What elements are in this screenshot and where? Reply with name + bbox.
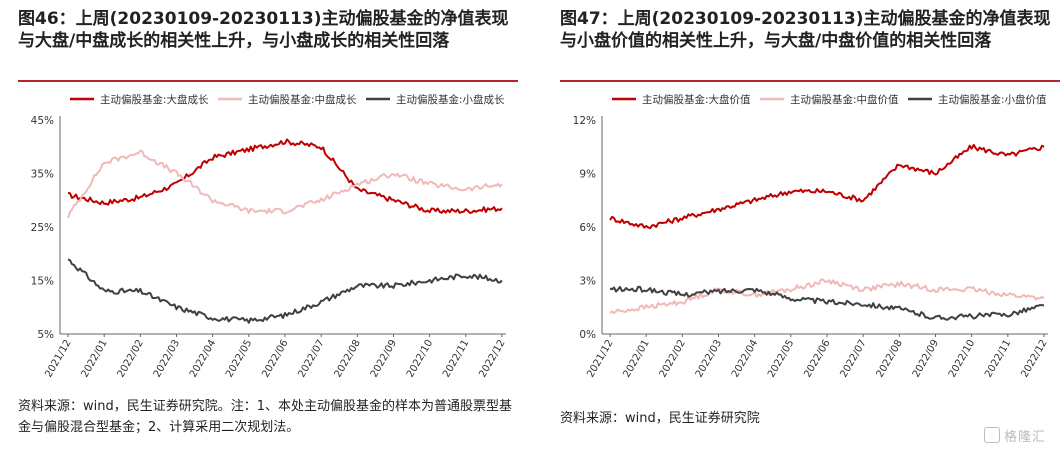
series-line [67, 149, 503, 219]
legend: 主动偏股基金:大盘价值 主动偏股基金:中盘价值 主动偏股基金:小盘价值 [612, 93, 1047, 106]
source-note-left: 资料来源：wind，民生证券研究院。注：1、本处主动偏股基金的样本为普通股票型基… [18, 399, 513, 435]
y-tick-label: 12% [573, 115, 596, 127]
chart-title-right: 图47：上周(20230109-20230113)主动偏股基金的净值表现与小盘价… [560, 9, 1051, 51]
y-tick-label: 9% [579, 169, 596, 181]
x-tick-label: 2022/06 [802, 338, 832, 379]
y-tick-label: 5% [37, 329, 54, 341]
legend-label: 主动偏股基金:大盘成长 [100, 93, 209, 106]
watermark: 格隆汇 [983, 426, 1046, 445]
panel-left: 图46：上周(20230109-20230113)主动偏股基金的净值表现与大盘/… [10, 0, 520, 459]
watermark-logo-icon [983, 427, 1000, 443]
x-tick-label: 2022/04 [730, 338, 760, 379]
x-tick-label: 2022/03 [152, 338, 182, 379]
series-line [609, 143, 1045, 230]
x-tick-label: 2022/09 [911, 338, 941, 379]
line-chart-left: 主动偏股基金:大盘成长 主动偏股基金:中盘成长 主动偏股基金:小盘成长 5% 15% 25… [31, 93, 508, 379]
x-tick-label: 2022/11 [441, 338, 471, 379]
legend-label: 主动偏股基金:中盘成长 [248, 93, 357, 106]
x-tick-label: 2022/11 [983, 338, 1013, 379]
chart-title-left: 图46：上周(20230109-20230113)主动偏股基金的净值表现与大盘/… [18, 9, 509, 51]
x-tick-label: 2022/12 [477, 338, 507, 379]
y-tick-label: 35% [31, 169, 54, 181]
legend: 主动偏股基金:大盘成长 主动偏股基金:中盘成长 主动偏股基金:小盘成长 [70, 93, 505, 106]
x-tick-label: 2022/02 [658, 338, 688, 379]
title-divider [18, 80, 518, 82]
legend-label: 主动偏股基金:中盘价值 [790, 93, 899, 106]
series-line [67, 258, 503, 324]
series-line [609, 278, 1045, 314]
x-tick-label: 2021/12 [585, 338, 615, 379]
y-tick-label: 0% [579, 329, 596, 341]
source-note-right: 资料来源：wind，民生证券研究院 [560, 411, 760, 426]
y-tick-label: 25% [31, 222, 54, 234]
x-tick-label: 2022/05 [224, 338, 254, 379]
y-tick-label: 45% [31, 115, 54, 127]
x-tick-label: 2022/02 [116, 338, 146, 379]
x-tick-label: 2021/12 [43, 338, 73, 379]
panel-right: 图47：上周(20230109-20230113)主动偏股基金的净值表现与小盘价… [552, 0, 1060, 459]
series-line [609, 285, 1045, 321]
x-tick-label: 2022/06 [260, 338, 290, 379]
x-tick-label: 2022/03 [694, 338, 724, 379]
x-tick-label: 2022/10 [405, 338, 435, 379]
x-tick-label: 2022/05 [766, 338, 796, 379]
y-tick-label: 15% [31, 276, 54, 288]
x-tick-label: 2022/01 [79, 338, 109, 379]
x-tick-label: 2022/08 [875, 338, 905, 379]
legend-label: 主动偏股基金:小盘价值 [938, 93, 1047, 106]
x-tick-label: 2022/07 [838, 338, 868, 379]
legend-label: 主动偏股基金:大盘价值 [642, 93, 751, 106]
x-tick-label: 2022/09 [369, 338, 399, 379]
y-tick-label: 3% [579, 276, 596, 288]
y-tick-label: 6% [579, 222, 596, 234]
x-tick-label: 2022/08 [333, 338, 363, 379]
x-tick-label: 2022/07 [296, 338, 326, 379]
line-chart-right: 主动偏股基金:大盘价值 主动偏股基金:中盘价值 主动偏股基金:小盘价值 0% 3% 6% 9… [573, 93, 1050, 379]
x-tick-label: 2022/04 [188, 338, 218, 379]
x-tick-label: 2022/01 [621, 338, 651, 379]
title-divider [560, 80, 1060, 82]
x-tick-label: 2022/12 [1019, 338, 1049, 379]
legend-label: 主动偏股基金:小盘成长 [396, 93, 505, 106]
x-tick-label: 2022/10 [947, 338, 977, 379]
series-line [67, 138, 503, 214]
